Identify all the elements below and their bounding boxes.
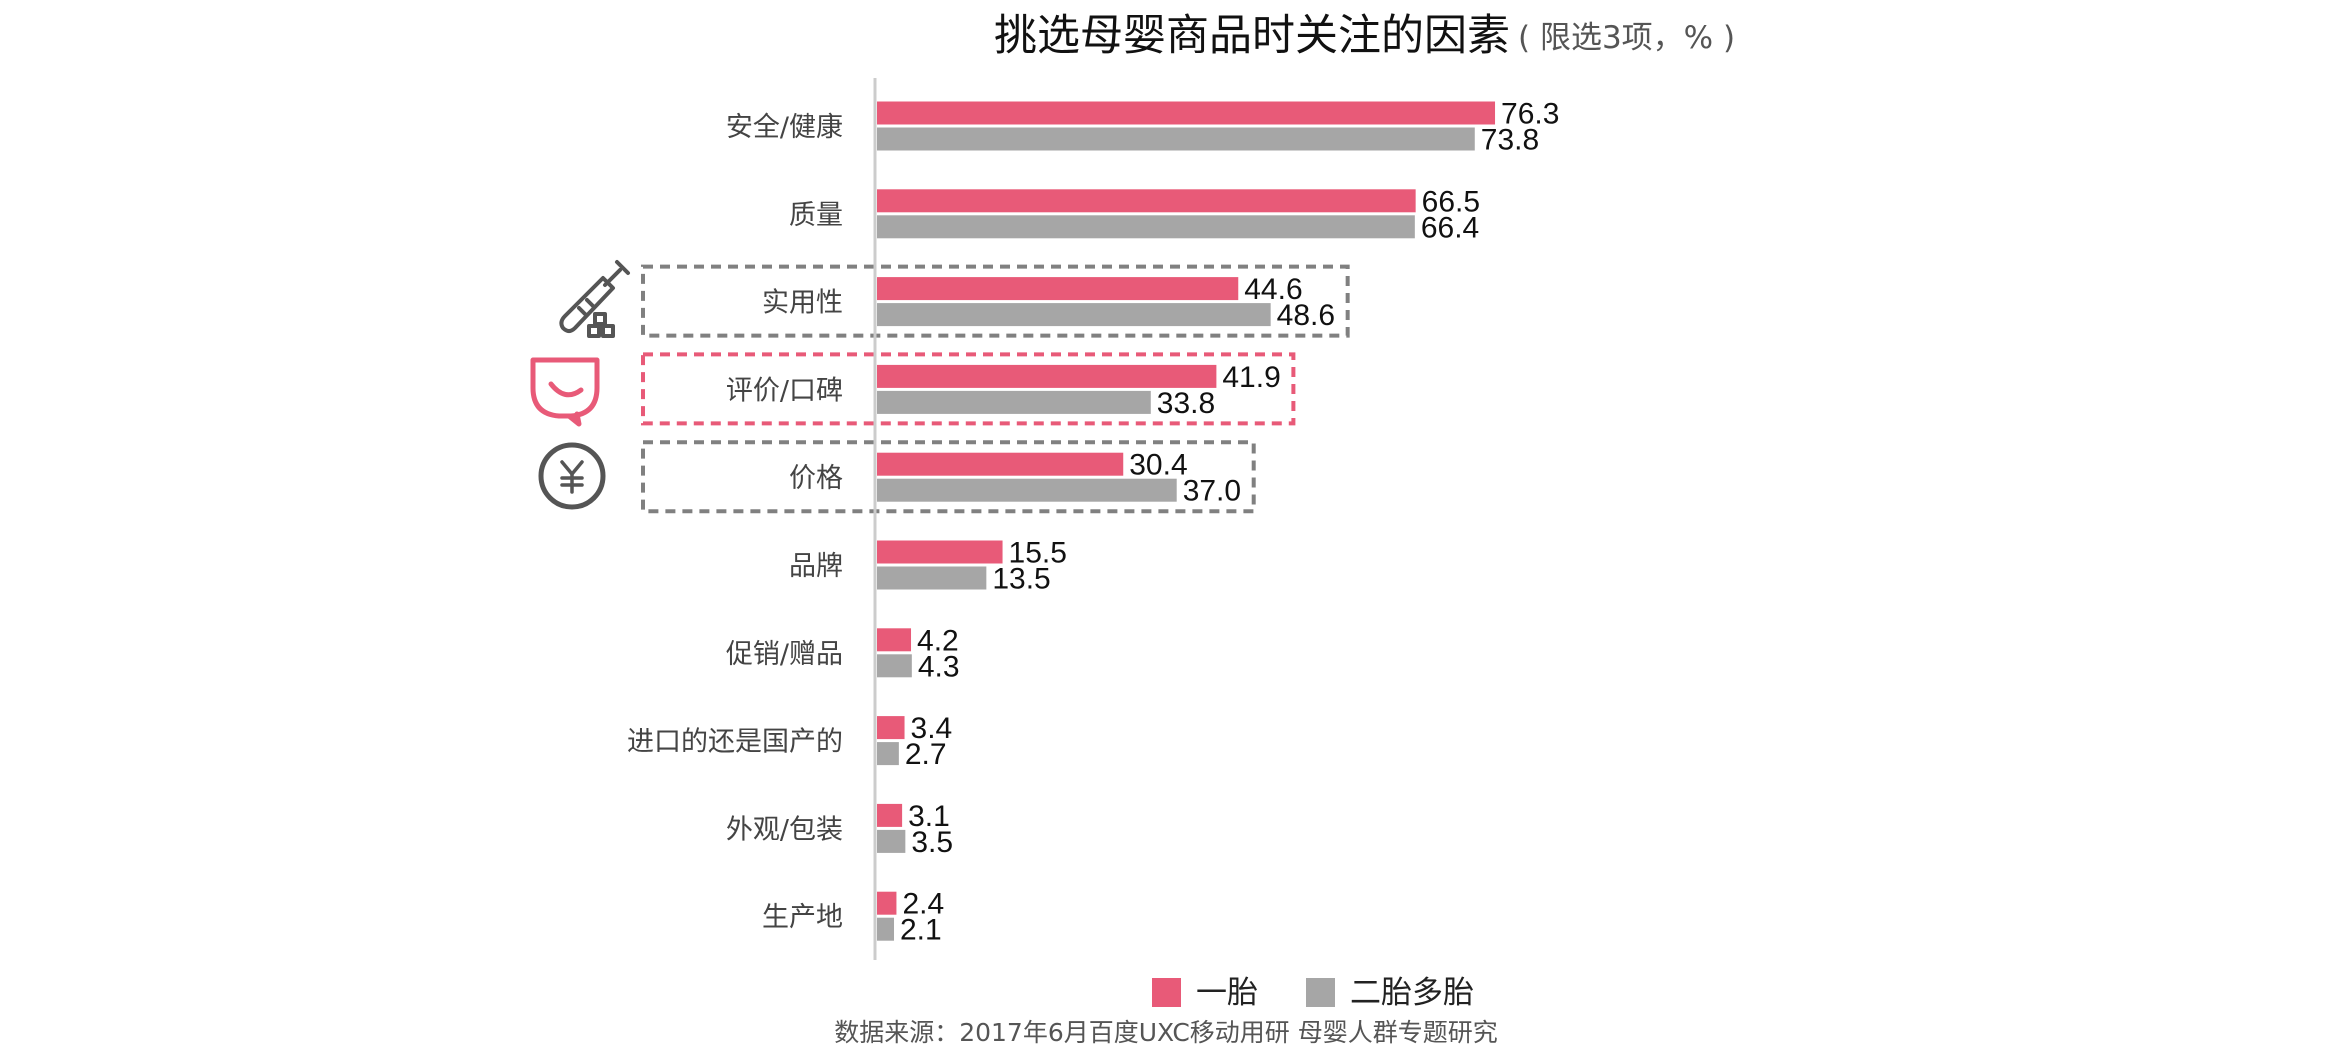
value-label-series-1: 2.4: [902, 888, 944, 921]
bar-series-1: [877, 364, 1217, 388]
bar-series-2: [877, 829, 906, 853]
bar-series-2: [877, 742, 899, 766]
value-label-series-2: 2.1: [900, 914, 942, 947]
category-label: 质量: [789, 200, 843, 231]
value-label-series-2: 4.3: [918, 650, 960, 683]
value-label-series-2: 66.4: [1421, 211, 1479, 244]
highlight-box-cat-3: [641, 352, 1296, 426]
category-label: 进口的还是国产的: [627, 727, 843, 758]
category-label: 价格: [789, 463, 843, 494]
data-source-note: 数据来源：2017年6月百度UXC移动用研 母婴人群专题研究: [834, 1018, 1498, 1047]
value-label-series-2: 33.8: [1157, 387, 1215, 420]
icon-group: [530, 260, 630, 510]
bar-series-2: [877, 478, 1177, 502]
bar-series-1: [877, 716, 905, 740]
highlight-box-cat-2: [641, 264, 1350, 338]
category-label: 品牌: [789, 551, 843, 582]
bar-series-2: [877, 917, 895, 941]
value-label-series-1: 66.5: [1422, 185, 1480, 218]
bar-series-2: [877, 566, 987, 590]
value-label-series-1: 41.9: [1222, 361, 1280, 394]
value-label-series-2: 37.0: [1183, 475, 1241, 508]
value-label-series-1: 4.2: [917, 624, 959, 657]
bar-series-1: [877, 803, 903, 827]
bar-series-1: [877, 101, 1496, 125]
bar-series-2: [877, 303, 1271, 327]
value-label-series-2: 48.6: [1277, 299, 1335, 332]
bar-series-1: [877, 628, 912, 652]
value-label-series-1: 76.3: [1501, 98, 1559, 131]
bar-series-1: [877, 452, 1124, 476]
bar-series-1: [877, 277, 1239, 301]
bar-series-2: [877, 215, 1415, 239]
legend-label-series-2: 二胎多胎: [1350, 975, 1474, 1011]
value-label-series-2: 3.5: [911, 826, 953, 859]
value-labels: 76.373.866.566.4 44.648.6 41.933.8 30.437.0…: [900, 98, 1559, 947]
category-label: 生产地: [762, 902, 843, 933]
value-label-series-2: 13.5: [992, 563, 1050, 596]
chart-title-group: 挑选母婴商品时关注的因素 ( 限选3项，% ): [994, 11, 1735, 61]
chart-subtitle: ( 限选3项，% ): [1518, 20, 1735, 56]
bar-series-2: [877, 127, 1475, 151]
legend-swatch-series-2: [1306, 978, 1335, 1007]
category-label: 外观/包装: [726, 814, 843, 845]
legend-label-series-1: 一胎: [1196, 975, 1258, 1011]
bar-series-1: [877, 891, 897, 915]
category-label: 促销/赠品: [726, 639, 843, 670]
value-label-series-1: 3.4: [911, 712, 953, 745]
screwdriver-blocks-icon: [559, 260, 630, 338]
value-label-series-1: 44.6: [1244, 273, 1302, 306]
category-label: 实用性: [762, 288, 843, 319]
value-label-series-1: 3.1: [908, 800, 950, 833]
category-label: 评价/口碑: [726, 375, 843, 406]
value-label-series-1: 15.5: [1009, 537, 1067, 570]
chart-title: 挑选母婴商品时关注的因素: [994, 11, 1510, 61]
legend: 一胎 二胎多胎: [1152, 975, 1474, 1011]
bar-series-2: [877, 654, 912, 678]
category-label: 安全/健康: [726, 112, 843, 143]
value-label-series-1: 30.4: [1129, 449, 1187, 482]
bar-series-1: [877, 540, 1003, 564]
bar-series-1: [877, 189, 1416, 213]
smile-speech-bubble-icon: [530, 357, 600, 427]
legend-swatch-series-1: [1152, 978, 1181, 1007]
bars: [877, 101, 1496, 941]
highlight-boxes: [641, 264, 1350, 514]
yuan-coin-icon: [538, 442, 606, 510]
value-label-series-2: 73.8: [1481, 124, 1539, 157]
value-label-series-2: 2.7: [905, 738, 947, 771]
bar-series-2: [877, 390, 1151, 414]
